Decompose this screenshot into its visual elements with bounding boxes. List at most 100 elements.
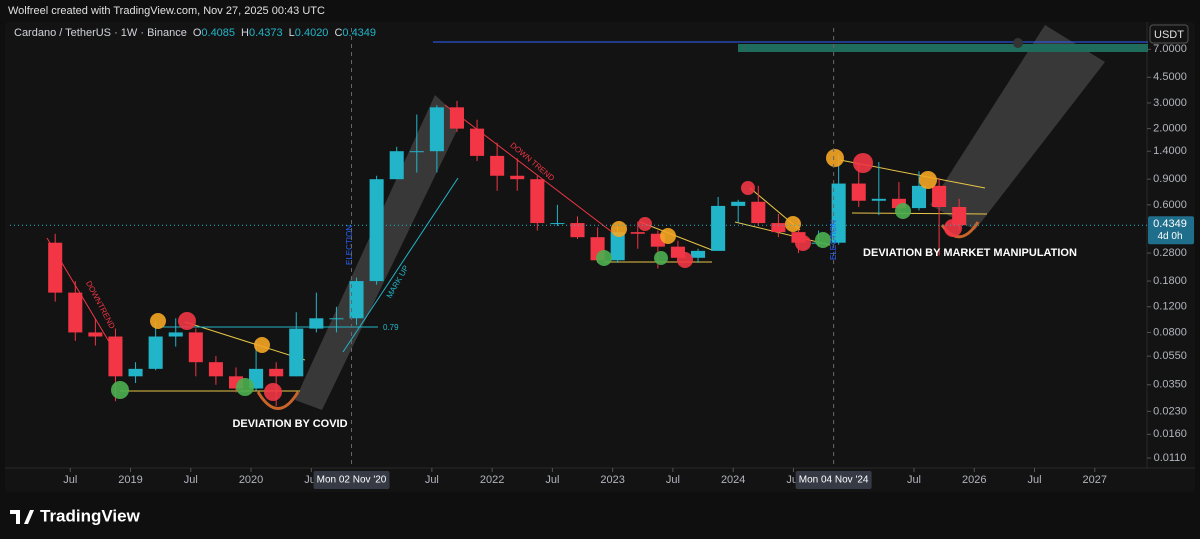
- annotation: 0.79: [383, 323, 399, 332]
- ohlc-label: L: [289, 27, 295, 39]
- ohlc-label: H: [241, 27, 249, 39]
- ohlc: O0.4085 H0.4373 L0.4020 C0.4349: [193, 27, 376, 39]
- y-tick-label: 3.0000: [1153, 97, 1187, 109]
- curve: [256, 391, 300, 410]
- candles: [48, 100, 967, 407]
- circles: [111, 149, 962, 401]
- candle-body: [911, 185, 927, 209]
- currency-badge: [1149, 24, 1189, 44]
- candle-body: [570, 223, 585, 238]
- x-tick-label: Jul: [425, 474, 439, 486]
- annotation: DEVIATION BY COVID: [232, 418, 347, 430]
- crosshair-label-bg: [313, 471, 390, 489]
- ohlc-value: 0.4373: [249, 27, 283, 39]
- candle-body: [670, 246, 685, 258]
- currency: USDT: [1154, 29, 1184, 41]
- channel: [930, 25, 1105, 230]
- y-tick-label: 7.0000: [1153, 43, 1187, 55]
- annotation: DEVIATION BY MARKET MANIPULATION: [863, 247, 1077, 259]
- zone: [738, 44, 1148, 52]
- candle-body: [771, 223, 786, 233]
- candle-body: [269, 368, 284, 377]
- candle-body: [711, 205, 726, 251]
- brand: TradingView: [40, 506, 141, 525]
- y-tick-label: 0.2800: [1153, 247, 1187, 259]
- ohlc-value: 0.4349: [342, 27, 376, 39]
- x-tick-label: 2024: [721, 474, 745, 486]
- candle-body: [731, 201, 746, 206]
- x-tick-label: Jul: [666, 474, 680, 486]
- trend-line: [734, 221, 831, 246]
- ohlc-label: C: [334, 27, 342, 39]
- x-tick-label: Jul: [184, 474, 198, 486]
- y-tick-label: 0.0160: [1153, 428, 1187, 440]
- y-tick-label: 0.9000: [1153, 173, 1187, 185]
- candle-body: [871, 198, 886, 201]
- ohlc-label: O: [193, 27, 202, 39]
- x-tick-label: Jul: [1027, 474, 1041, 486]
- candle-body: [168, 332, 183, 337]
- x-tick-label: 2023: [600, 474, 624, 486]
- crosshair-label: Mon 04 Nov '24: [799, 475, 869, 486]
- candle-body: [329, 318, 344, 320]
- header: Wolfreel created with TradingView.com, N…: [8, 5, 325, 17]
- candle-body: [470, 128, 485, 156]
- candle-body: [550, 223, 565, 225]
- candle-body: [630, 232, 645, 234]
- y-tick-label: 0.1200: [1153, 301, 1187, 313]
- x-tick-label: 2027: [1083, 474, 1107, 486]
- trend-line: [184, 321, 306, 361]
- x-tick-label: 2020: [239, 474, 263, 486]
- candle-body: [490, 155, 505, 176]
- y-tick-label: 0.0550: [1153, 350, 1187, 362]
- ohlc-value: 0.4020: [295, 27, 329, 39]
- candle-body: [108, 336, 123, 377]
- crosshair-label-bg: [795, 471, 872, 489]
- candle-body: [932, 185, 947, 207]
- y-tick-label: 0.1800: [1153, 275, 1187, 287]
- trend-line: [342, 177, 459, 353]
- candle-body: [891, 198, 906, 209]
- x-tick-label: 2026: [962, 474, 986, 486]
- y-tick-label: 1.4000: [1153, 145, 1187, 157]
- y-tick-label: 0.0350: [1153, 379, 1187, 391]
- candle-body: [831, 183, 846, 243]
- candle-body: [610, 232, 625, 261]
- candle-body: [68, 292, 83, 333]
- candle-body: [389, 151, 404, 180]
- countdown: 4d 0h: [1157, 231, 1182, 242]
- footer-logo: TradingView: [10, 506, 141, 525]
- legend: Cardano / TetherUS · 1W · Binance O0.4085…: [14, 27, 376, 39]
- ohlc-value: 0.4085: [201, 27, 235, 39]
- candle-body: [289, 328, 304, 377]
- trend-line: [444, 104, 613, 233]
- x-tick-label: 2022: [480, 474, 504, 486]
- y-tick-label: 2.0000: [1153, 123, 1187, 135]
- candle-body: [208, 362, 223, 377]
- candle-body: [128, 368, 143, 377]
- candle-body: [48, 242, 63, 293]
- marker: [1013, 38, 1023, 48]
- candle-body: [369, 179, 384, 282]
- candle-body: [349, 281, 364, 319]
- candle-body: [88, 332, 103, 337]
- y-tick-label: 0.0800: [1153, 326, 1187, 338]
- y-tick-label: 4.5000: [1153, 71, 1187, 83]
- x-tick-label: Jul: [907, 474, 921, 486]
- candle-body: [530, 179, 545, 224]
- candle-body: [309, 318, 324, 329]
- y-tick-label: 0.6000: [1153, 199, 1187, 211]
- annotation: ELECTION: [345, 225, 354, 265]
- candle-body: [851, 183, 866, 201]
- symbol: Cardano / TetherUS · 1W · Binance: [14, 27, 187, 39]
- candle-body: [188, 332, 203, 363]
- candle-body: [510, 175, 525, 180]
- x-tick-label: 2019: [118, 474, 142, 486]
- candle-body: [449, 107, 464, 129]
- last-price-badge: [1148, 216, 1194, 245]
- candle-body: [751, 201, 766, 224]
- y-tick-label: 0.0230: [1153, 405, 1187, 417]
- candle-body: [148, 336, 163, 369]
